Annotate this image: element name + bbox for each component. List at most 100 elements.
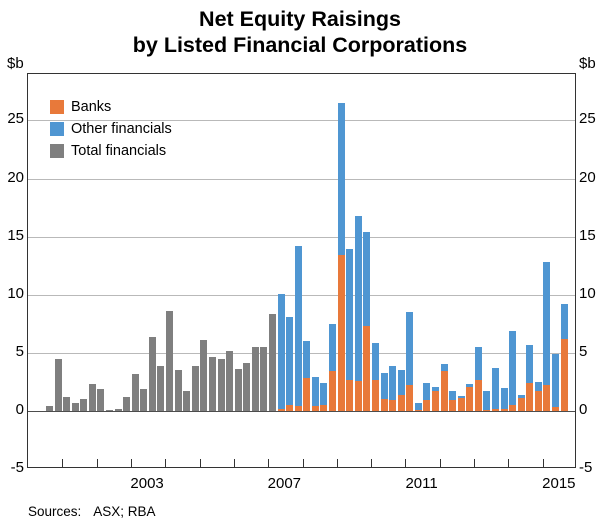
- bar-other-financials-2010Q3: [389, 365, 397, 401]
- bar-other-financials-2014Q4: [534, 381, 542, 392]
- gridline-25: [28, 120, 575, 122]
- bar-other-financials-2014Q2: [517, 394, 525, 399]
- bar-other-financials-2013Q3: [492, 367, 500, 410]
- bar-total-financials-2006Q4: [260, 347, 268, 411]
- bar-banks-2012Q2: [449, 400, 457, 411]
- legend-item-banks: Banks: [50, 96, 172, 118]
- x-tick-2009: [336, 459, 338, 467]
- bar-other-financials-2013Q4: [500, 387, 508, 410]
- source-note: Sources: ASX; RBA: [28, 504, 156, 519]
- bar-banks-2009Q3: [354, 380, 362, 411]
- bar-other-financials-2007Q2: [277, 293, 285, 409]
- y-tick-label-left--5: -5: [10, 459, 24, 476]
- y-tick-label-left-20: 20: [7, 168, 24, 186]
- bar-banks-2010Q2: [380, 399, 388, 411]
- x-tick-2004: [165, 459, 167, 467]
- bar-other-financials-2009Q3: [354, 215, 362, 381]
- bar-banks-2010Q3: [389, 400, 397, 411]
- bar-other-financials-2012Q1: [440, 364, 448, 372]
- bar-banks-2015Q3: [560, 338, 568, 411]
- x-year-label-2011: 2011: [405, 475, 438, 492]
- bar-banks-2009Q1: [337, 255, 345, 411]
- bar-total-financials-2005Q3: [217, 358, 225, 411]
- y-tick-label-left-5: 5: [15, 342, 24, 360]
- bar-total-financials-2000Q4: [54, 358, 62, 411]
- bar-banks-2013Q3: [492, 409, 500, 411]
- bar-other-financials-2015Q1: [543, 261, 551, 386]
- bar-banks-2013Q2: [483, 409, 491, 411]
- bar-other-financials-2014Q1: [509, 331, 517, 406]
- zero-axis-line: [28, 410, 575, 412]
- bar-banks-2011Q1: [406, 385, 414, 411]
- bar-total-financials-2002Q1: [97, 388, 105, 411]
- bar-banks-2008Q4: [329, 371, 337, 411]
- x-tick-2010: [371, 459, 373, 467]
- legend-label-banks: Banks: [71, 99, 112, 115]
- x-year-label-2015: 2015: [542, 475, 576, 492]
- bar-banks-2010Q4: [397, 394, 405, 411]
- bar-other-financials-2008Q3: [320, 383, 328, 406]
- bar-banks-2010Q1: [371, 379, 379, 411]
- x-tick-2005: [199, 459, 201, 467]
- bar-other-financials-2008Q1: [303, 341, 311, 379]
- bar-other-financials-2010Q4: [397, 370, 405, 395]
- bar-banks-2014Q2: [517, 398, 525, 411]
- bar-banks-2011Q4: [431, 391, 439, 411]
- y-tick-label-right-5: 5: [579, 342, 588, 360]
- bar-banks-2011Q2: [414, 409, 422, 411]
- bar-other-financials-2015Q3: [560, 304, 568, 339]
- bar-other-financials-2012Q3: [457, 395, 465, 399]
- x-year-label-2003: 2003: [130, 475, 164, 492]
- legend-item-other-financials: Other financials: [50, 118, 172, 140]
- bar-other-financials-2010Q1: [371, 342, 379, 380]
- bar-total-financials-2004Q1: [166, 311, 174, 411]
- bar-total-financials-2002Q2: [106, 409, 113, 411]
- x-year-label-2007: 2007: [267, 475, 302, 492]
- y-tick-label-left-25: 25: [7, 110, 24, 128]
- bar-other-financials-2008Q4: [329, 323, 337, 372]
- x-tick-2011: [405, 459, 407, 467]
- bar-other-financials-2007Q4: [294, 245, 302, 407]
- bar-total-financials-2003Q2: [140, 388, 148, 411]
- chart-title-line2: by Listed Financial Corporations: [132, 33, 468, 57]
- x-tick-2012: [439, 459, 441, 467]
- bar-total-financials-2002Q4: [123, 396, 131, 411]
- bar-banks-2008Q3: [320, 405, 328, 411]
- bar-total-financials-2000Q3: [45, 406, 53, 411]
- gridline-15: [28, 236, 575, 238]
- bar-other-financials-2013Q1: [474, 347, 482, 380]
- y-tick-label-left-10: 10: [7, 284, 24, 302]
- bar-banks-2009Q2: [346, 379, 354, 411]
- x-tick-2003: [130, 459, 132, 467]
- bar-other-financials-2010Q2: [380, 372, 388, 400]
- gridline-20: [28, 178, 575, 180]
- bar-banks-2013Q1: [474, 379, 482, 411]
- bar-banks-2009Q4: [363, 326, 371, 411]
- bar-other-financials-2009Q2: [346, 249, 354, 380]
- y-tick-label-right-10: 10: [579, 284, 596, 302]
- bar-other-financials-2009Q1: [337, 103, 345, 256]
- bar-total-financials-2007Q1: [268, 314, 276, 411]
- bar-banks-2014Q3: [526, 383, 534, 411]
- bar-other-financials-2013Q2: [483, 391, 491, 410]
- plot-area: Banks Other financials Total financials: [27, 73, 576, 468]
- bar-banks-2012Q1: [440, 371, 448, 411]
- bar-banks-2011Q3: [423, 400, 431, 411]
- x-tick-2002: [96, 459, 98, 467]
- bar-banks-2008Q2: [311, 406, 319, 411]
- chart-title-line1: Net Equity Raisings: [199, 7, 401, 31]
- bar-total-financials-2001Q2: [71, 402, 79, 411]
- y-tick-label-right--5: -5: [579, 459, 593, 476]
- bar-other-financials-2011Q2: [414, 402, 422, 410]
- bar-total-financials-2006Q1: [234, 369, 242, 411]
- x-tick-2013: [474, 459, 476, 467]
- bar-total-financials-2001Q3: [80, 399, 88, 411]
- bar-other-financials-2008Q2: [311, 377, 319, 407]
- bar-total-financials-2006Q2: [243, 363, 251, 411]
- bar-total-financials-2004Q4: [191, 365, 199, 411]
- y-axis-unit-left: $b: [7, 55, 24, 72]
- bar-other-financials-2007Q3: [286, 316, 294, 406]
- bar-total-financials-2002Q3: [114, 409, 122, 411]
- bar-banks-2015Q2: [552, 407, 560, 411]
- bar-other-financials-2012Q4: [466, 384, 474, 387]
